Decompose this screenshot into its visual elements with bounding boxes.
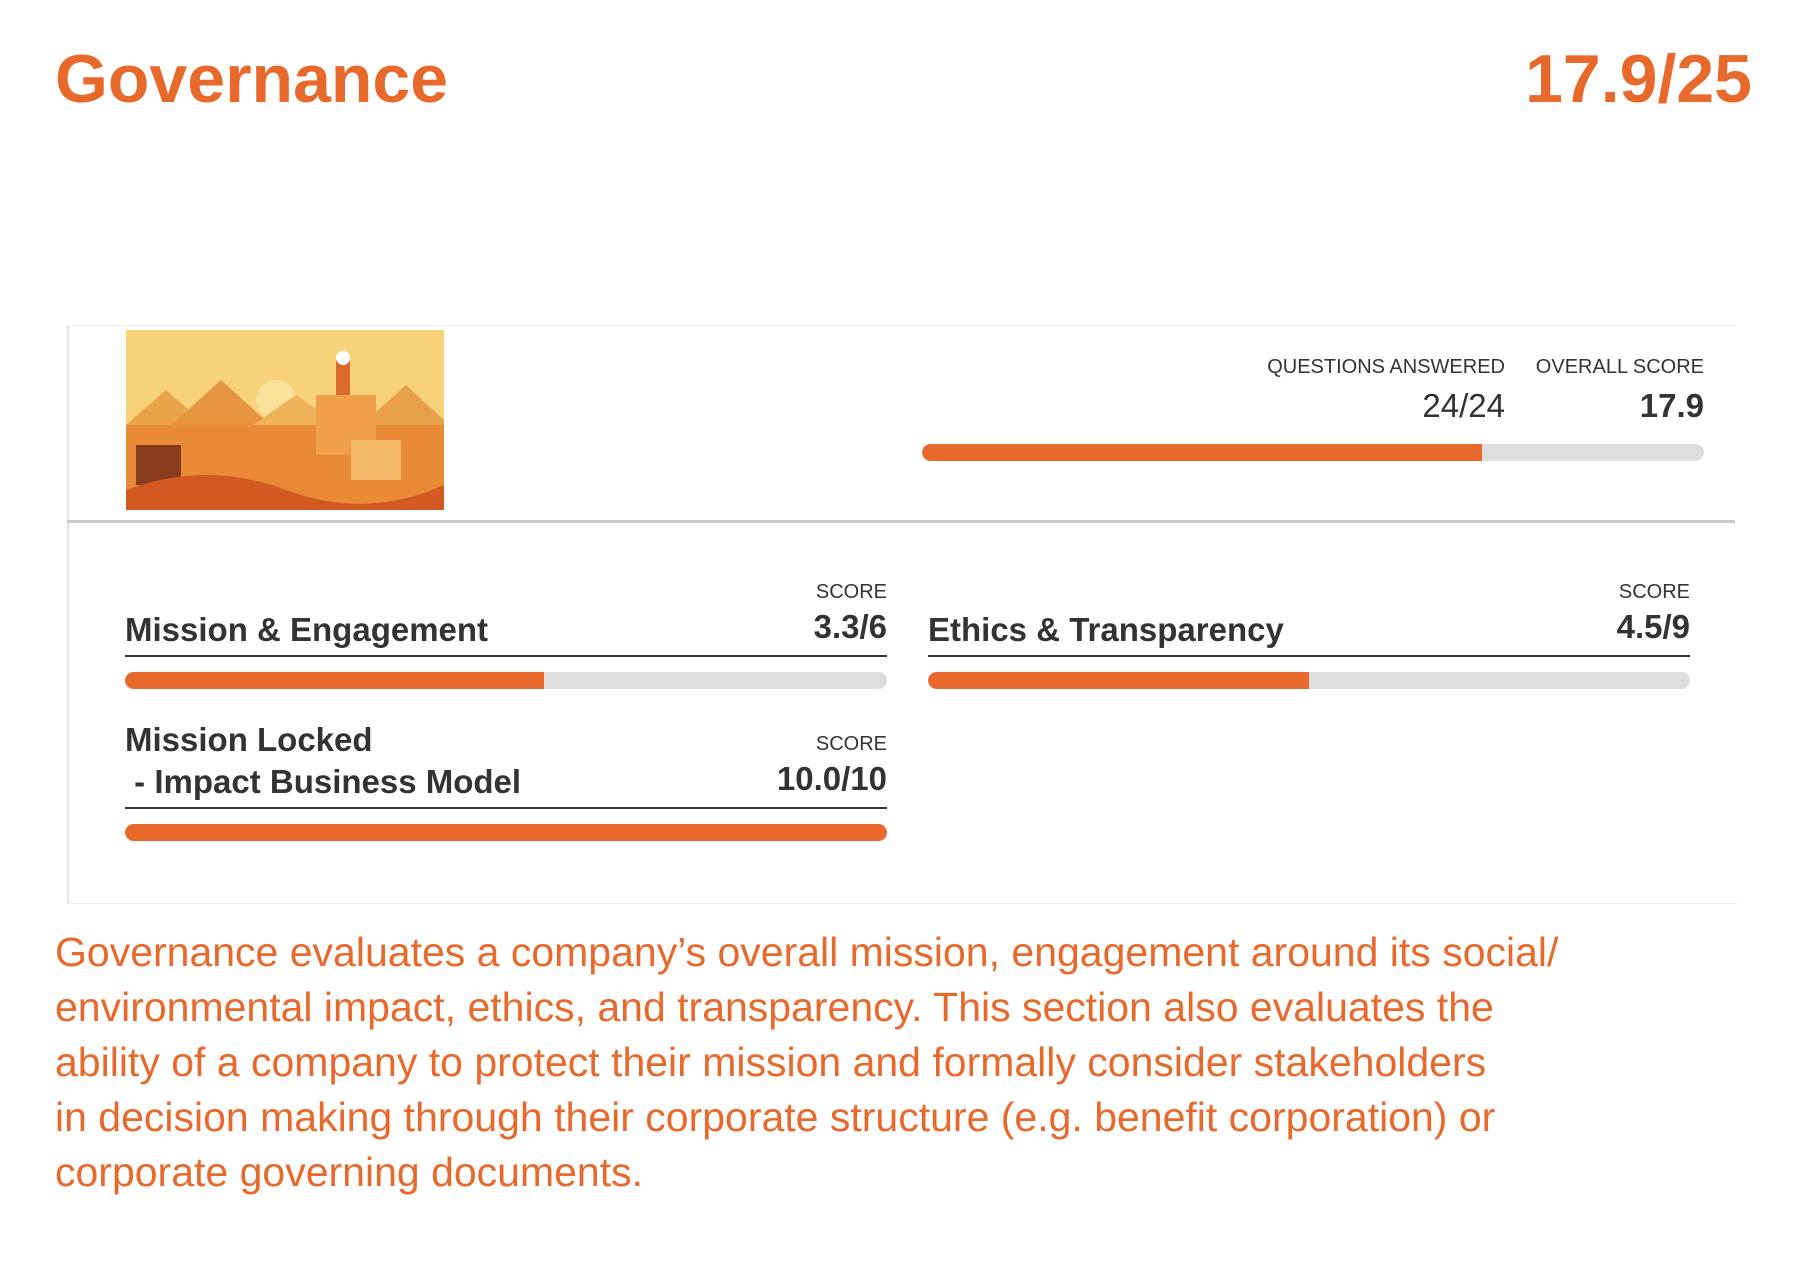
section-track (125, 672, 887, 689)
questions-value: 24/24 (1422, 387, 1505, 424)
section-score: 10.0/10 (776, 760, 887, 797)
section-title: - Impact Business Model (125, 763, 522, 800)
overall-track (922, 444, 1704, 461)
section-track (928, 672, 1690, 689)
score-label: SCORE (815, 733, 887, 755)
section-title: Ethics & Transparency (928, 611, 1284, 648)
overall-value: 17.9 (1639, 387, 1704, 424)
section-underline (125, 655, 887, 657)
description-line: environmental impact, ethics, and transp… (55, 984, 1494, 1030)
page-title: Governance (55, 41, 449, 117)
description: Governance evaluates a company’s overall… (55, 925, 1558, 1200)
section-score: 3.3/6 (813, 608, 887, 645)
section-bar (125, 824, 887, 841)
section-bar (125, 672, 545, 689)
illustration (126, 330, 444, 510)
description-line: corporate governing documents. (55, 1149, 644, 1195)
description-line: Governance evaluates a company’s overall… (55, 929, 1559, 975)
section-title: Mission & Engagement (125, 611, 489, 648)
card-separator (67, 520, 1735, 523)
score-label: SCORE (815, 581, 887, 603)
score-label: SCORE (1618, 581, 1690, 603)
overall-label: OVERALL SCORE (1535, 356, 1704, 378)
section-track (125, 824, 887, 841)
section-score: 4.5/9 (1616, 608, 1690, 645)
questions-label: QUESTIONS ANSWERED (1267, 356, 1505, 378)
section-title: Mission Locked (125, 721, 373, 758)
section-underline (125, 807, 887, 809)
description-line: ability of a company to protect their mi… (55, 1039, 1487, 1085)
section-underline (928, 655, 1690, 657)
description-line: in decision making through their corpora… (55, 1094, 1496, 1140)
score-card (67, 325, 1737, 904)
section-bar (928, 672, 1309, 689)
total-score: 17.9/25 (1525, 41, 1752, 117)
overall-bar (922, 444, 1482, 461)
